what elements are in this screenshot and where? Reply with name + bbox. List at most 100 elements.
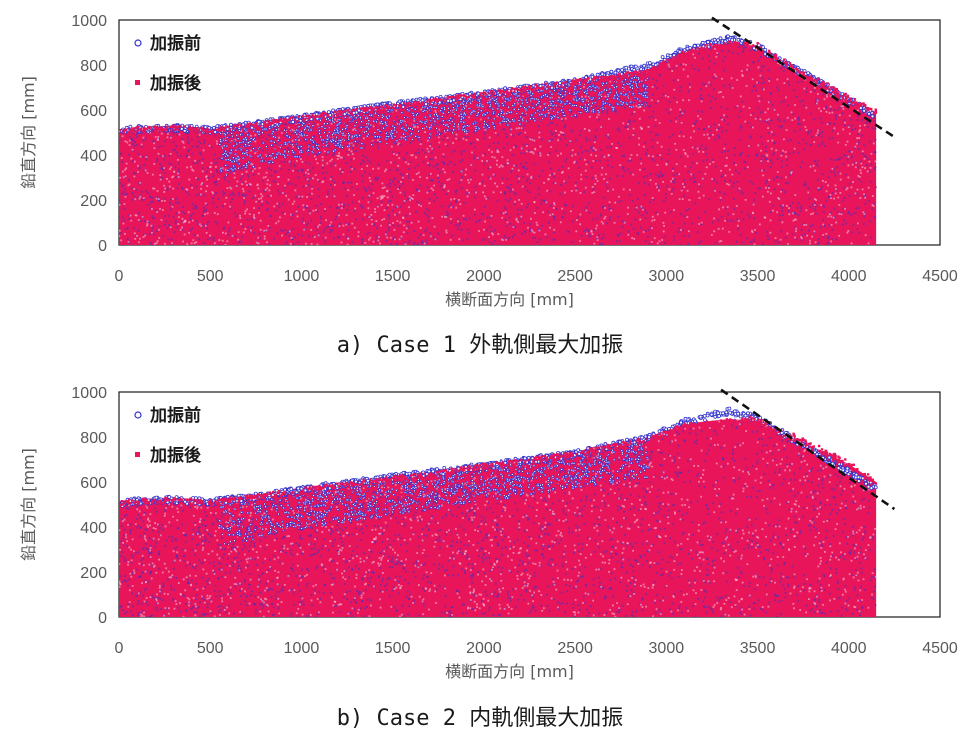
particle-after xyxy=(545,234,547,236)
particle-after xyxy=(555,130,557,132)
particle-before xyxy=(229,159,231,161)
particle-after xyxy=(390,237,392,239)
particle-after xyxy=(580,214,582,216)
particle-after xyxy=(330,222,332,224)
particle-before xyxy=(629,86,631,88)
particle-after xyxy=(214,242,216,244)
particle-before xyxy=(489,106,491,108)
particle-after xyxy=(133,188,135,190)
particle-after xyxy=(278,137,280,139)
particle-before xyxy=(383,127,385,129)
particle-after xyxy=(331,123,333,125)
particle-after xyxy=(373,126,375,128)
particle-after xyxy=(143,236,145,238)
particle-after xyxy=(481,160,483,162)
particle-before xyxy=(230,152,232,154)
particle-before xyxy=(224,134,226,136)
particle-after xyxy=(553,229,555,231)
chart-svg-case1: 0 500 1000 1500 2000 2500 3000 3500 4000 45000200… xyxy=(0,0,960,320)
particle-before xyxy=(521,99,523,101)
particle-before xyxy=(232,157,234,159)
particle-after xyxy=(833,198,835,200)
particle-after xyxy=(279,216,281,218)
particle-after xyxy=(859,176,861,178)
particle-before xyxy=(617,94,619,96)
particle-after xyxy=(837,142,839,144)
particle-after xyxy=(258,198,260,200)
particle-before xyxy=(452,132,454,134)
particle-after xyxy=(516,220,518,222)
particle-after xyxy=(348,238,350,240)
particle-after xyxy=(651,241,653,243)
particle-after xyxy=(692,125,694,127)
particle-after xyxy=(245,228,247,230)
particle-after xyxy=(260,198,262,200)
particle-after xyxy=(458,199,460,201)
particle-after xyxy=(253,207,255,209)
particle-before xyxy=(244,153,246,155)
particle-after xyxy=(375,220,377,222)
particle-after xyxy=(131,158,133,160)
particle-after xyxy=(526,151,528,153)
particle-after xyxy=(652,156,654,158)
particle-after xyxy=(659,122,661,124)
particle-after xyxy=(863,211,865,213)
particle-after xyxy=(369,195,371,197)
particle-after xyxy=(774,109,776,111)
particle-after xyxy=(228,222,230,224)
particle-before xyxy=(422,110,424,112)
particle-after xyxy=(143,137,145,139)
particle-before xyxy=(246,150,248,152)
particle-after xyxy=(244,213,246,215)
particle-after xyxy=(368,207,370,209)
particle-after xyxy=(517,221,519,223)
particle-after xyxy=(741,74,743,76)
particle-after xyxy=(201,182,203,184)
particle-after xyxy=(735,164,737,166)
particle-after xyxy=(294,190,296,192)
particle-after xyxy=(201,162,203,164)
particle-after xyxy=(589,130,591,132)
particle-after xyxy=(752,127,754,129)
particle-after xyxy=(466,189,468,191)
particle-after xyxy=(445,230,447,232)
particle-after xyxy=(805,224,807,226)
particle-before xyxy=(331,141,333,143)
particle-after xyxy=(258,173,260,175)
particle-after xyxy=(477,157,479,159)
particle-after xyxy=(657,164,659,166)
particle-after xyxy=(334,184,336,186)
particle-after xyxy=(402,217,404,219)
particle-after xyxy=(457,126,459,128)
particle-before xyxy=(391,135,393,137)
particle-after xyxy=(321,181,323,183)
particle-after xyxy=(775,237,777,239)
particle-before xyxy=(322,139,324,141)
particle-after xyxy=(122,135,124,137)
particle-before xyxy=(240,134,242,136)
particle-after xyxy=(601,174,603,176)
particle-after xyxy=(788,207,790,209)
particle-after xyxy=(585,187,587,189)
particle-after xyxy=(583,86,585,88)
particle-after xyxy=(246,209,248,211)
particle-after xyxy=(612,189,614,191)
particle-after xyxy=(512,189,514,191)
particle-before xyxy=(276,153,278,155)
particle-after xyxy=(157,190,159,192)
particle-after xyxy=(614,222,616,224)
particle-before xyxy=(272,161,274,163)
particle-after xyxy=(431,148,433,150)
particle-after xyxy=(120,240,122,242)
particle-after xyxy=(252,170,254,172)
particle-before xyxy=(574,88,576,90)
particle-after xyxy=(425,156,427,158)
particle-after xyxy=(553,207,555,209)
particle-after xyxy=(513,165,515,167)
particle-after xyxy=(311,193,313,195)
particle-after xyxy=(712,161,714,163)
particle-before xyxy=(434,120,436,122)
particle-before xyxy=(262,160,264,162)
particle-after xyxy=(250,135,252,137)
particle-after xyxy=(225,233,227,235)
